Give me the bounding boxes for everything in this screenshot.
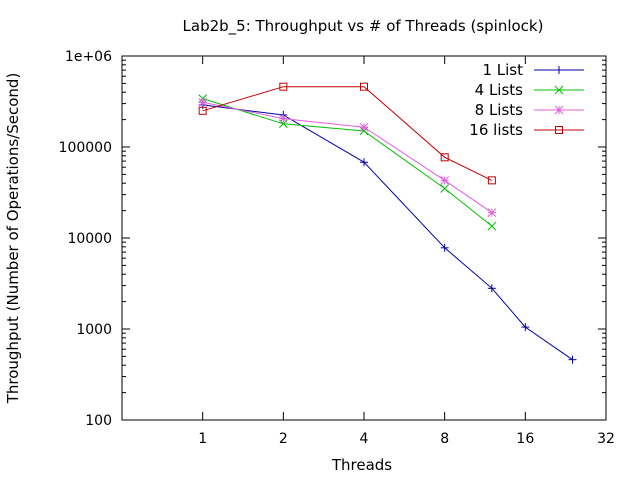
x-tick-label-2: 4 [360, 431, 369, 447]
data-point-0-4 [487, 284, 496, 293]
legend-marker-0 [555, 66, 563, 74]
data-point-2-4 [487, 208, 497, 217]
data-point-0-6 [568, 355, 577, 364]
series-2 [198, 97, 497, 217]
y-tick-label-0: 100 [85, 413, 112, 429]
series-3 [198, 82, 496, 185]
data-point-2-3 [440, 176, 450, 185]
data-point-3-3 [440, 153, 449, 162]
series-line-1 [202, 98, 493, 227]
x-tick-label-1: 2 [279, 431, 288, 447]
y-axis-label: Throughput (Number of Operations/Second) [4, 73, 22, 405]
legend: 1 List 4 Lists 8 Lists 16 lists [469, 61, 584, 139]
y-tick-label-1: 1000 [76, 322, 112, 338]
data-point-0-3 [440, 243, 449, 252]
x-tick-label-5: 32 [597, 431, 615, 447]
data-point-1-4 [487, 221, 497, 231]
data-point-1-3 [440, 184, 450, 193]
data-point-0-5 [521, 323, 530, 332]
plot-frame [121, 55, 607, 421]
legend-label-1: 4 Lists [475, 81, 524, 99]
data-point-3-1 [279, 82, 288, 91]
x-tick-label-0: 1 [198, 431, 207, 447]
series-1 [198, 94, 497, 231]
data-point-2-1 [278, 114, 288, 123]
series-layer [198, 82, 577, 364]
legend-marker-3 [555, 126, 563, 134]
y-tick-label-3: 100000 [59, 140, 112, 156]
y-tick-label-4: 1e+06 [65, 49, 112, 65]
x-axis-label: Threads [331, 456, 392, 474]
data-point-3-0 [198, 106, 207, 115]
legend-label-0: 1 List [482, 61, 523, 79]
legend-label-3: 16 lists [469, 121, 523, 139]
chart-title: Lab2b_5: Throughput vs # of Threads (spi… [183, 17, 544, 36]
x-tick-label-3: 8 [440, 431, 449, 447]
series-0 [198, 100, 577, 364]
series-line-3 [202, 86, 493, 181]
data-point-2-2 [359, 122, 369, 132]
y-tick-label-2: 10000 [67, 231, 112, 247]
legend-marker-1 [554, 85, 564, 95]
x-tick-label-4: 16 [516, 431, 534, 447]
legend-marker-2 [554, 105, 564, 115]
data-point-3-2 [360, 82, 368, 91]
data-point-2-0 [198, 97, 208, 107]
data-point-3-4 [487, 176, 496, 185]
axis-ticks: 1 2 4 8 16 32 100 1000 10000 100000 1e+06 [59, 49, 615, 447]
data-point-0-2 [360, 158, 368, 167]
legend-label-2: 8 Lists [475, 101, 524, 119]
